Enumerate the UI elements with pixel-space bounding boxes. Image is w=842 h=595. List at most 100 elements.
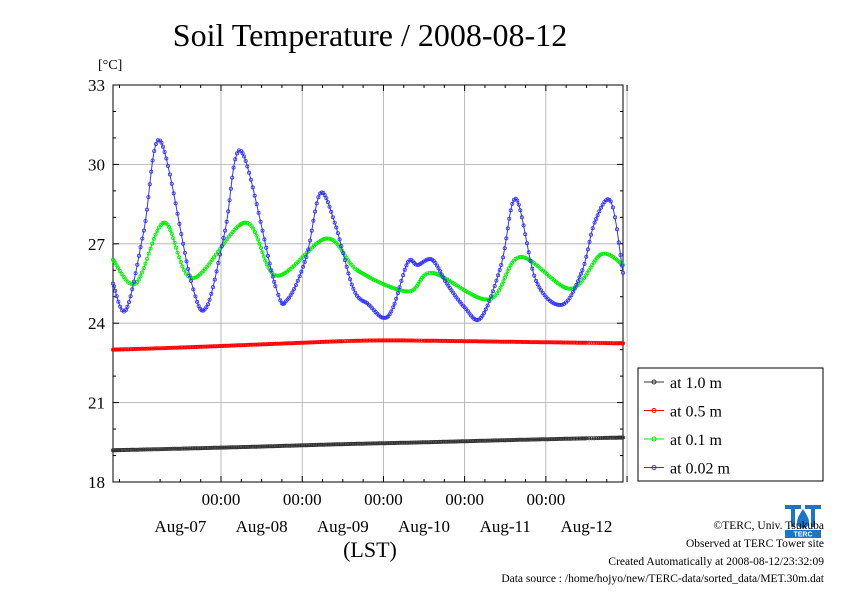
data-point [252, 229, 257, 234]
data-point [164, 156, 169, 161]
data-point [505, 226, 510, 231]
data-point [592, 436, 597, 441]
data-point [180, 264, 185, 269]
data-point [170, 446, 175, 451]
data-point [144, 256, 149, 261]
data-point [187, 273, 192, 278]
data-point [291, 341, 296, 346]
data-point [594, 436, 599, 441]
y-tick-label: 24 [88, 314, 106, 333]
x-tick-time-label: 00:00 [445, 490, 484, 509]
data-point [155, 228, 160, 233]
data-point [414, 338, 419, 343]
data-point [153, 141, 158, 146]
data-point [387, 312, 392, 317]
data-point [329, 209, 334, 214]
data-point [269, 341, 274, 346]
data-point [613, 435, 618, 440]
data-point [184, 271, 189, 276]
data-point [178, 260, 183, 265]
x-day-label: Aug-12 [560, 517, 612, 536]
data-point [125, 304, 130, 309]
data-point [589, 340, 594, 345]
data-point [116, 299, 121, 304]
data-point [353, 290, 358, 295]
data-point [548, 340, 553, 345]
footer-data-source: Data source : /home/hojyo/new/TERC-data/… [501, 573, 824, 585]
data-point [156, 447, 161, 452]
data-point [154, 447, 159, 452]
data-point [353, 338, 358, 343]
data-point [171, 236, 176, 241]
data-point [539, 340, 544, 345]
data-point [505, 269, 510, 274]
data-point [520, 339, 525, 344]
data-point [215, 249, 220, 254]
data-point [599, 205, 604, 210]
data-point [146, 251, 151, 256]
data-point [424, 338, 429, 343]
data-point [172, 446, 177, 451]
series-at-1.0-m [111, 435, 626, 453]
data-point [490, 289, 495, 294]
data-point [275, 341, 280, 346]
data-point [114, 347, 119, 352]
data-point [299, 269, 304, 274]
footer-created: Created Automatically at 2008-08-12/23:3… [608, 556, 824, 568]
data-point [612, 435, 617, 440]
data-point [162, 446, 167, 451]
data-point [288, 341, 293, 346]
data-point [218, 252, 223, 257]
data-point [539, 437, 544, 442]
data-point [271, 341, 276, 346]
data-point [146, 195, 151, 200]
data-point [152, 148, 157, 153]
data-point [425, 271, 430, 276]
data-point [408, 289, 413, 294]
x-axis-label: (LST) [343, 537, 397, 562]
data-point [162, 346, 167, 351]
data-point [500, 255, 505, 260]
data-point [138, 245, 143, 250]
data-point [135, 346, 140, 351]
data-point [533, 340, 538, 345]
data-point [269, 268, 274, 273]
data-point [166, 224, 171, 229]
data-point [366, 338, 371, 343]
data-point [261, 254, 266, 259]
data-point [164, 446, 169, 451]
data-point [579, 436, 584, 441]
data-point [212, 255, 217, 260]
data-point [160, 447, 165, 452]
legend-label: at 0.5 m [670, 404, 723, 421]
data-point [258, 245, 263, 250]
data-point [515, 255, 520, 260]
data-point [118, 304, 123, 309]
footer-observed: Observed at TERC Tower site [685, 538, 824, 550]
plot-area-frame [112, 84, 624, 483]
data-point [499, 282, 504, 287]
data-point [337, 237, 342, 242]
data-point [596, 436, 601, 441]
data-point [139, 270, 144, 275]
x-tick-time-label: 00:00 [364, 490, 403, 509]
data-point [425, 338, 430, 343]
data-point [518, 208, 523, 213]
data-point [460, 339, 465, 344]
data-point [295, 278, 300, 283]
data-point [292, 286, 297, 291]
data-point [516, 202, 521, 207]
data-point [523, 232, 528, 237]
data-point [502, 246, 507, 251]
data-point [171, 191, 176, 196]
y-tick-label: 18 [88, 473, 105, 492]
data-point [346, 271, 351, 276]
data-point [254, 202, 259, 207]
data-point [580, 436, 585, 441]
data-point [597, 209, 602, 214]
data-point [123, 277, 128, 282]
data-point [404, 289, 409, 294]
data-point [143, 447, 148, 452]
legend-label: at 0.1 m [670, 432, 723, 449]
data-point [342, 257, 347, 262]
